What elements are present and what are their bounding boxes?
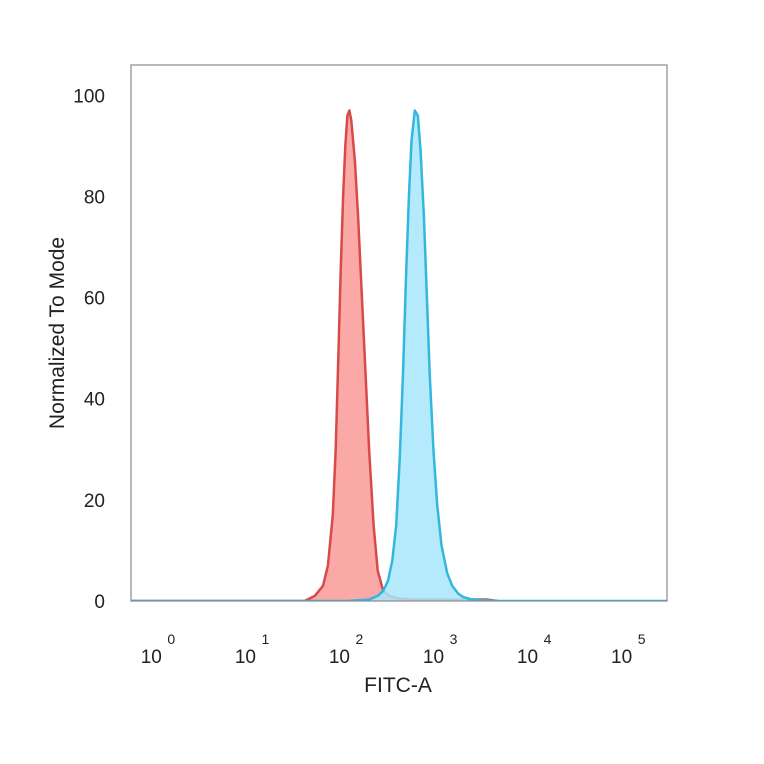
svg-text:1: 1 <box>262 631 270 647</box>
svg-text:10: 10 <box>611 647 632 668</box>
series-2-fill <box>131 110 667 601</box>
y-tick-label: 20 <box>84 491 105 512</box>
svg-text:10: 10 <box>517 647 538 668</box>
y-tick-label: 100 <box>73 86 105 107</box>
svg-text:2: 2 <box>356 631 364 647</box>
x-axis-label: FITC-A <box>364 674 432 697</box>
y-tick-label: 40 <box>84 390 105 411</box>
x-tick-label: 10 4 <box>517 631 552 668</box>
x-tick-label: 10 0 <box>141 631 176 668</box>
x-tick-label: 10 2 <box>329 631 364 668</box>
series-1-fill <box>131 110 499 601</box>
y-tick-label: 0 <box>94 592 105 613</box>
svg-text:10: 10 <box>329 647 350 668</box>
plot-frame <box>130 64 668 602</box>
svg-text:10: 10 <box>423 647 444 668</box>
svg-text:10: 10 <box>235 647 256 668</box>
svg-text:5: 5 <box>638 631 646 647</box>
series-1-line <box>131 109 499 601</box>
x-tick-label: 10 5 <box>611 631 646 668</box>
plot-area <box>130 64 668 602</box>
x-tick-label: 10 3 <box>423 631 458 668</box>
svg-text:10: 10 <box>141 647 162 668</box>
x-tick-label: 10 1 <box>235 631 270 668</box>
x-axis-ticks: 10 0 10 1 10 2 10 3 10 4 10 5 <box>141 631 646 668</box>
svg-text:0: 0 <box>167 631 175 647</box>
svg-text:3: 3 <box>450 631 458 647</box>
y-axis-ticks: 0 20 40 60 80 100 <box>73 86 105 613</box>
y-tick-label: 80 <box>84 188 105 209</box>
svg-text:4: 4 <box>544 631 552 647</box>
y-axis-label: Normalized To Mode <box>46 237 69 429</box>
y-tick-label: 60 <box>84 289 105 310</box>
series-2-line <box>131 109 667 601</box>
